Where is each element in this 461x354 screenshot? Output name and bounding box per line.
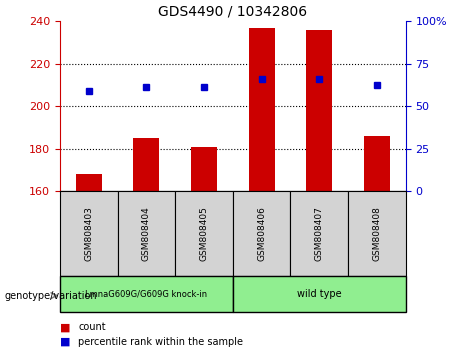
Text: GSM808406: GSM808406 [257, 206, 266, 261]
Text: count: count [78, 322, 106, 332]
Bar [60, 276, 233, 312]
Title: GDS4490 / 10342806: GDS4490 / 10342806 [158, 5, 307, 19]
Text: GSM808404: GSM808404 [142, 206, 151, 261]
Bar [290, 191, 348, 276]
Bar [364, 136, 390, 191]
Bar [248, 28, 275, 191]
Text: GSM808407: GSM808407 [315, 206, 324, 261]
Bar [76, 174, 102, 191]
Text: GSM808408: GSM808408 [372, 206, 381, 261]
Text: ■: ■ [60, 337, 71, 347]
Text: percentile rank within the sample: percentile rank within the sample [78, 337, 243, 347]
Text: ■: ■ [60, 322, 71, 332]
Text: GSM808405: GSM808405 [200, 206, 208, 261]
Bar [133, 138, 160, 191]
Bar [348, 191, 406, 276]
Bar [306, 30, 332, 191]
Bar [118, 191, 175, 276]
Bar [60, 191, 118, 276]
Text: wild type: wild type [297, 289, 342, 299]
Bar [233, 191, 290, 276]
Bar [233, 276, 406, 312]
Text: GSM808403: GSM808403 [84, 206, 93, 261]
Bar [175, 191, 233, 276]
Bar [191, 147, 217, 191]
Text: LmnaG609G/G609G knock-in: LmnaG609G/G609G knock-in [85, 289, 207, 298]
Text: genotype/variation: genotype/variation [5, 291, 97, 301]
